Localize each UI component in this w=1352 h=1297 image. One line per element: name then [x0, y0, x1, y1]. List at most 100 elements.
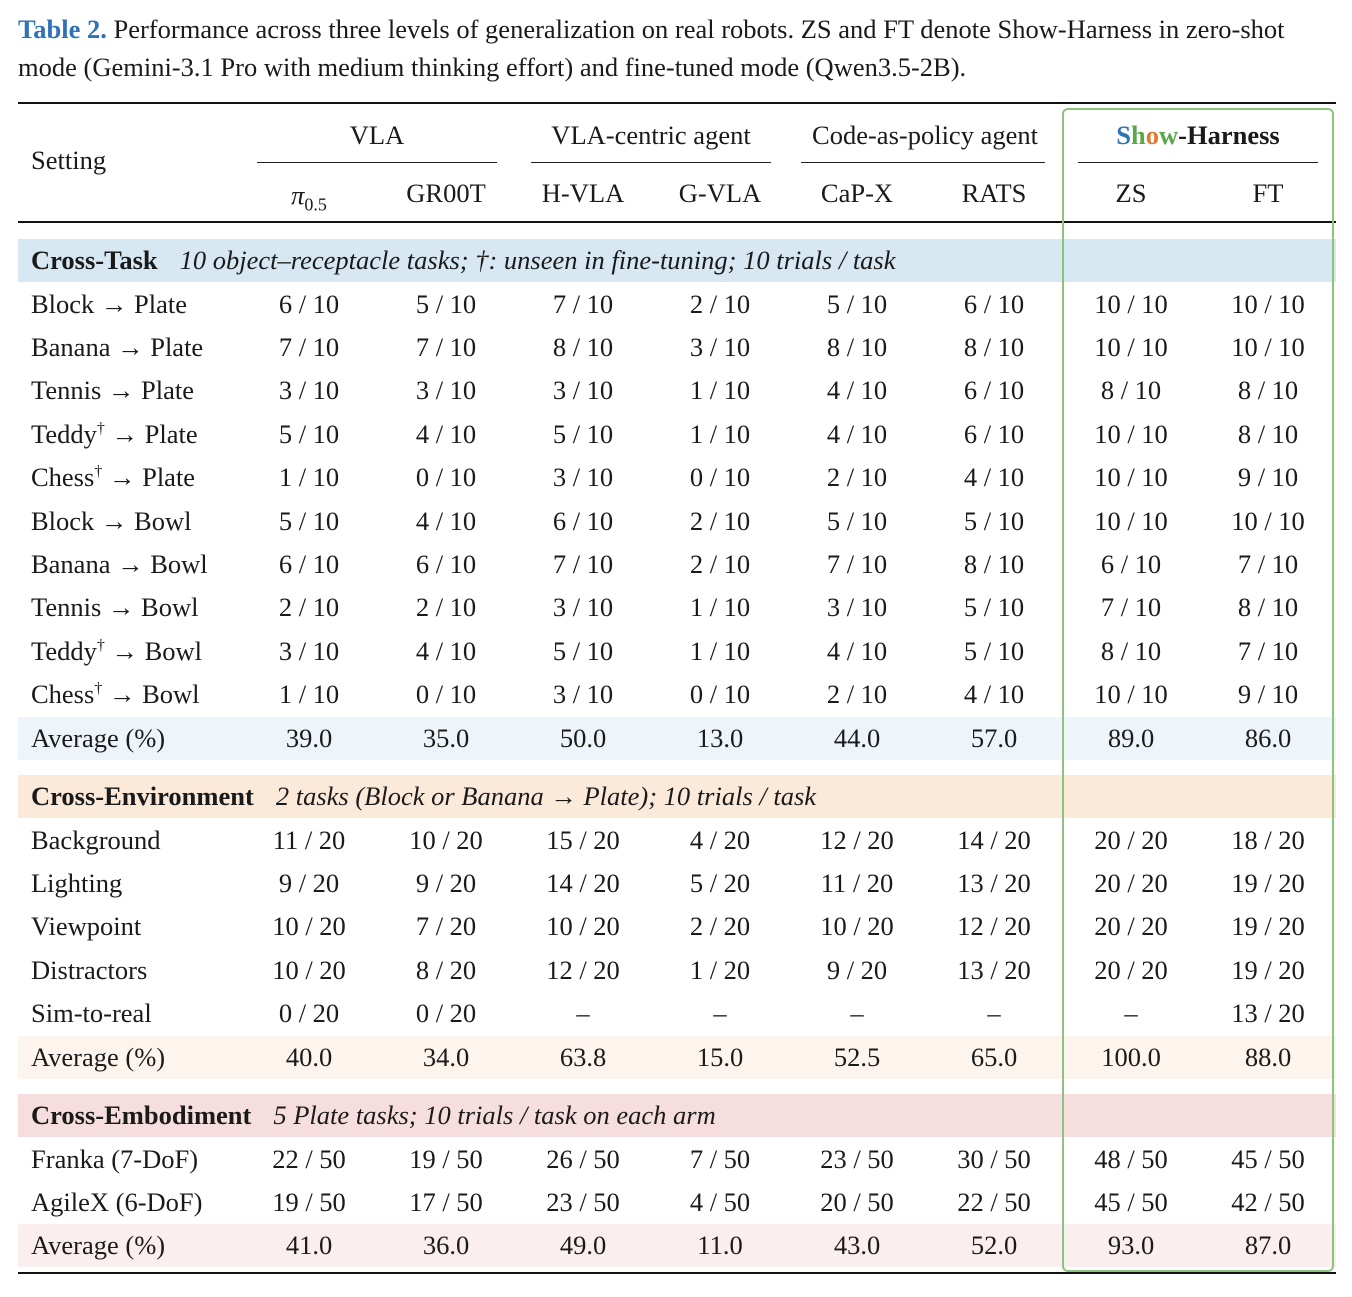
table-cell: 3 / 10 [278, 635, 340, 666]
row-label: AgileX (6-DoF) [31, 1186, 203, 1217]
row-label: Background [31, 824, 161, 855]
table-cell: 4 / 10 [415, 505, 477, 536]
table-cell: 23 / 50 [820, 1143, 894, 1174]
row-label: Distractors [31, 954, 148, 985]
average-label: Average (%) [31, 1041, 166, 1072]
table-cell: 10 / 20 [272, 954, 346, 985]
average-cell: 15.0 [696, 1041, 744, 1072]
table-cell: 8 / 10 [963, 548, 1025, 579]
table-cell: 20 / 20 [1094, 911, 1168, 942]
col-hvla: H-VLA [541, 178, 625, 208]
table-cell: 4 / 10 [415, 635, 477, 666]
average-cell: 86.0 [1244, 722, 1292, 753]
table-cell: 5 / 10 [963, 505, 1025, 536]
table-cell: 13 / 20 [957, 954, 1031, 985]
average-label: Average (%) [31, 1230, 166, 1261]
table-cell: 9 / 20 [278, 867, 340, 898]
table-cell: 8 / 10 [1237, 592, 1299, 623]
table-cell: 14 / 20 [546, 867, 620, 898]
average-cell: 87.0 [1244, 1230, 1292, 1261]
table-cell: 10 / 10 [1094, 679, 1168, 710]
table-cell: 3 / 10 [552, 375, 614, 406]
group-underline-show-harness [1078, 162, 1318, 163]
row-label: Banana → Plate [31, 331, 204, 362]
table-cell: 2 / 10 [689, 548, 751, 579]
header-setting: Setting [31, 145, 107, 175]
col-zs: ZS [1115, 178, 1147, 208]
section-band [18, 1094, 1336, 1137]
average-cell: 93.0 [1107, 1230, 1155, 1261]
average-band [18, 716, 1336, 760]
table-cell: 5 / 10 [826, 288, 888, 319]
table-cell: 11 / 20 [820, 867, 894, 898]
caption-text: Performance across three levels of gener… [18, 14, 1285, 82]
section-title: Cross-Embodiment [31, 1100, 252, 1130]
row-label: Banana → Bowl [31, 548, 208, 579]
table-cell: 5 / 10 [552, 635, 614, 666]
table-cell: 10 / 10 [1231, 288, 1305, 319]
table-cell: 0 / 10 [415, 462, 477, 493]
table-cell: 2 / 10 [689, 288, 751, 319]
table-cell: 12 / 20 [957, 911, 1031, 942]
table-cell: 10 / 10 [1094, 505, 1168, 536]
average-cell: 88.0 [1244, 1041, 1292, 1072]
row-label: Lighting [31, 867, 123, 898]
table-cell: 2 / 10 [415, 592, 477, 623]
table-cell: 7 / 10 [552, 548, 614, 579]
average-cell: 57.0 [970, 722, 1018, 753]
table-cell: 2 / 10 [826, 679, 888, 710]
table-cell: 14 / 20 [957, 824, 1031, 855]
table-cell: 12 / 20 [820, 824, 894, 855]
table-cell: 7 / 10 [1100, 592, 1162, 623]
table-cell: 3 / 10 [552, 462, 614, 493]
row-label: Franka (7-DoF) [31, 1143, 199, 1174]
table-cell: 6 / 10 [963, 418, 1025, 449]
row-label: Block → Plate [31, 288, 188, 319]
table-cell: 30 / 50 [957, 1143, 1031, 1174]
table-cell: 5 / 10 [826, 505, 888, 536]
table-cell: 7 / 10 [552, 288, 614, 319]
table-cell: 8 / 10 [963, 331, 1025, 362]
table-cell: 4 / 10 [826, 635, 888, 666]
group-vla-agent: VLA-centric agent [551, 120, 751, 150]
group-underline-cap-agent [801, 162, 1045, 163]
table-cell: 13 / 20 [1231, 998, 1305, 1029]
table-cell: 9 / 20 [415, 867, 477, 898]
table-cell: 5 / 10 [415, 288, 477, 319]
table-cell: 5 / 10 [963, 635, 1025, 666]
average-cell: 34.0 [422, 1041, 470, 1072]
section-note: 5 Plate tasks; 10 trials / task on each … [273, 1100, 716, 1130]
table-cell: 20 / 50 [820, 1186, 894, 1217]
table-cell: 1 / 10 [278, 462, 340, 493]
average-cell: 49.0 [559, 1230, 607, 1261]
average-cell: 39.0 [285, 722, 333, 753]
top-rule [18, 102, 1336, 104]
table-cell: 7 / 10 [1237, 548, 1299, 579]
row-label: Chess† → Plate [31, 462, 196, 493]
table-cell: 11 / 20 [272, 824, 346, 855]
table-cell: 5 / 20 [689, 867, 751, 898]
table-cell: 19 / 50 [272, 1186, 346, 1217]
average-cell: 100.0 [1101, 1041, 1161, 1072]
section-title: Cross-Task [31, 245, 158, 275]
table-cell: 10 / 20 [272, 911, 346, 942]
table-cell: 13 / 20 [957, 867, 1031, 898]
table-cell: 18 / 20 [1231, 824, 1305, 855]
table-cell: 4 / 10 [826, 375, 888, 406]
group-cap-agent: Code-as-policy agent [812, 120, 1038, 150]
table-cell: 6 / 10 [278, 548, 340, 579]
average-cell: 11.0 [697, 1230, 743, 1261]
table-cell: 48 / 50 [1094, 1143, 1168, 1174]
section-band [18, 239, 1336, 282]
table-cell: 6 / 10 [963, 288, 1025, 319]
average-band [18, 1035, 1336, 1079]
table-cell: 4 / 50 [689, 1186, 751, 1217]
table-cell: 1 / 10 [278, 679, 340, 710]
table-cell: 20 / 20 [1094, 867, 1168, 898]
table-cell: 45 / 50 [1231, 1143, 1305, 1174]
average-cell: 89.0 [1107, 722, 1155, 753]
group-underline-vla [257, 162, 497, 163]
row-label: Teddy† → Bowl [31, 635, 203, 666]
average-cell: 52.5 [833, 1041, 881, 1072]
table-cell: 2 / 20 [689, 911, 751, 942]
